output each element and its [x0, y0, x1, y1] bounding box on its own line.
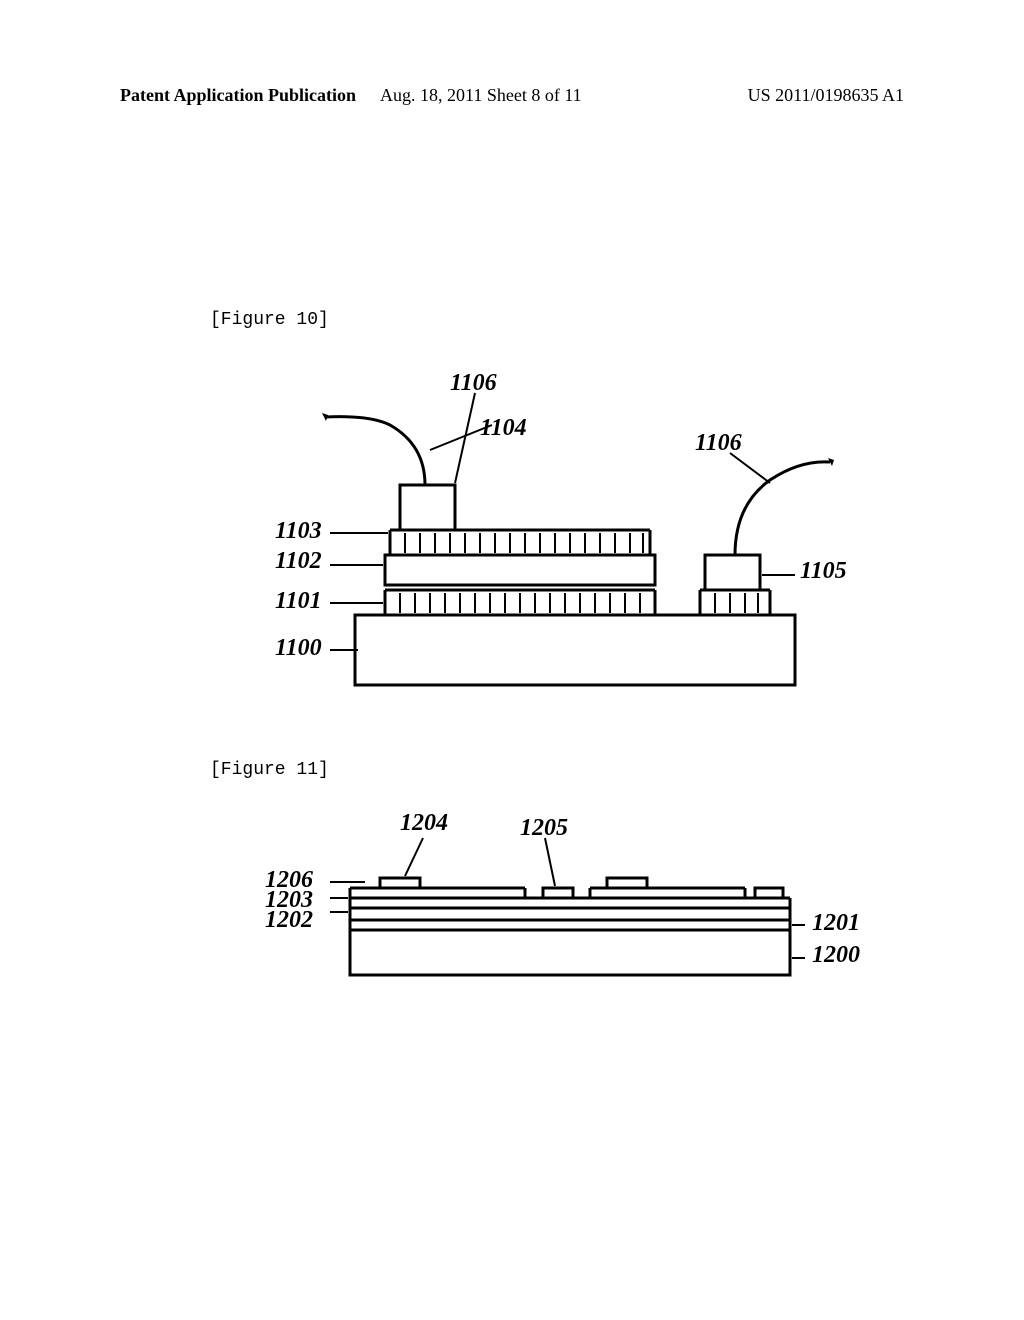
- ref-1101: 1101: [275, 588, 322, 615]
- ref-1100: 1100: [275, 635, 322, 662]
- ref-1102: 1102: [275, 548, 322, 575]
- ref-1106-top: 1106: [450, 370, 497, 397]
- ref-1103: 1103: [275, 518, 322, 545]
- figure-10-diagram: [260, 355, 850, 715]
- figure-10-label: [Figure 10]: [210, 310, 329, 330]
- figure-11-label: [Figure 11]: [210, 760, 329, 780]
- ref-1204: 1204: [400, 810, 448, 837]
- header-patent-number: US 2011/0198635 A1: [748, 85, 904, 106]
- ref-1106-right: 1106: [695, 430, 742, 457]
- ref-1200: 1200: [812, 942, 860, 969]
- ref-1104: 1104: [480, 415, 527, 442]
- ref-1205: 1205: [520, 815, 568, 842]
- header-date-sheet: Aug. 18, 2011 Sheet 8 of 11: [380, 85, 582, 106]
- ref-1105: 1105: [800, 558, 847, 585]
- ref-1202: 1202: [265, 907, 313, 934]
- ref-1201: 1201: [812, 910, 860, 937]
- header-publication: Patent Application Publication: [120, 85, 356, 106]
